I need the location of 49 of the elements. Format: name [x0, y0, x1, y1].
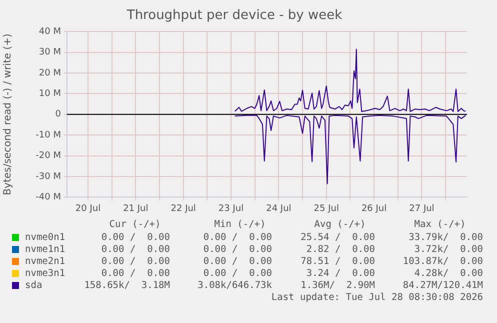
- legend-label: nvme2n1: [25, 256, 66, 267]
- text: 3.72k/ 0.00: [414, 244, 483, 255]
- y-tick-label: -40 M: [36, 192, 61, 203]
- y-tick-label: -20 M: [36, 151, 61, 162]
- text: 33.79k/ 0.00: [408, 232, 483, 243]
- y-axis-title: Bytes/second read (-) / write (+): [2, 34, 14, 196]
- text: 0.00 / 0.00: [203, 268, 272, 279]
- legend-label: nvme3n1: [25, 268, 66, 279]
- x-tick-label: 25 Jul: [314, 204, 339, 214]
- x-tick-label: 21 Jul: [123, 204, 148, 214]
- text: Last update: Tue Jul 28 08:30:08 2026: [271, 292, 483, 303]
- text: Max (-/+): [413, 219, 467, 230]
- text: 3.24 / 0.00: [306, 268, 375, 279]
- legend-label: sda: [25, 280, 42, 291]
- text: 0.00 / 0.00: [101, 232, 170, 243]
- legend-label: nvme0n1: [25, 232, 66, 243]
- text: 2.82 / 0.00: [306, 244, 375, 255]
- text: 25.54 / 0.00: [300, 232, 375, 243]
- x-tick-label: 20 Jul: [75, 204, 101, 214]
- chart-title: Throughput per device - by week: [126, 8, 343, 24]
- x-tick-label: 23 Jul: [218, 204, 244, 214]
- legend-label: nvme1n1: [25, 244, 66, 255]
- x-tick-label: 27 Jul: [409, 204, 434, 214]
- y-tick-label: 30 M: [38, 48, 61, 58]
- text: 0.00 / 0.00: [203, 256, 272, 267]
- text: 158.65k/ 3.18M: [84, 280, 170, 291]
- text: 0.00 / 0.00: [203, 232, 272, 243]
- text: 0.00 / 0.00: [203, 244, 272, 255]
- y-tick-label: -30 M: [36, 172, 61, 182]
- text: 0.00 / 0.00: [101, 256, 170, 267]
- text: 4.28k/ 0.00: [414, 268, 483, 279]
- text: 0.00 / 0.00: [101, 244, 170, 255]
- text: 103.87k/ 0.00: [402, 256, 483, 267]
- y-tick-label: -10 M: [36, 130, 61, 140]
- text: Cur (-/+): [108, 219, 162, 230]
- text: Min (-/+): [213, 219, 267, 230]
- text: 1.36M/ 2.90M: [300, 280, 375, 291]
- text: 78.51 / 0.00: [300, 256, 375, 267]
- x-tick-label: 24 Jul: [266, 204, 292, 214]
- x-tick-label: 26 Jul: [361, 204, 387, 214]
- text: 84.27M/120.41M: [402, 280, 483, 291]
- text: 3.08k/646.73k: [198, 280, 272, 291]
- text: 0.00 / 0.00: [101, 268, 170, 279]
- y-tick-label: 0: [55, 110, 62, 120]
- x-tick-label: 22 Jul: [170, 204, 196, 214]
- y-tick-label: 10 M: [38, 89, 61, 100]
- y-tick-label: 40 M: [38, 26, 61, 37]
- y-tick-label: 20 M: [38, 68, 61, 78]
- text: Avg (-/+): [313, 219, 367, 230]
